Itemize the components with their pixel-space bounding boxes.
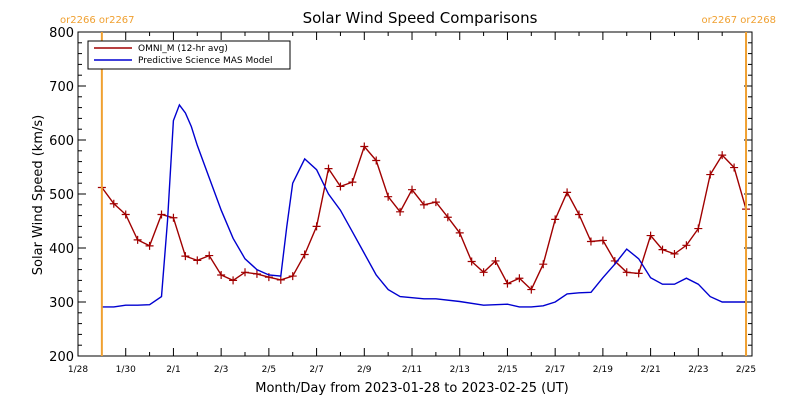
y-tick-label: 500 <box>49 188 74 203</box>
data-point <box>181 252 190 261</box>
data-point <box>670 249 679 258</box>
data-point <box>455 228 464 237</box>
x-tick-label: 2/5 <box>262 365 276 375</box>
data-point <box>658 245 667 254</box>
x-tick-label: 2/9 <box>357 365 372 375</box>
data-point <box>384 192 393 201</box>
data-point <box>372 156 381 165</box>
data-point <box>312 222 321 231</box>
data-point <box>109 199 118 208</box>
data-point <box>491 256 500 265</box>
data-point <box>324 164 333 173</box>
y-tick-label: 400 <box>49 242 74 257</box>
legend-label-mas: Predictive Science MAS Model <box>138 56 273 66</box>
data-point <box>169 213 178 222</box>
data-point <box>300 250 309 259</box>
y-tick-label: 600 <box>49 134 74 149</box>
data-point <box>443 213 452 222</box>
data-point <box>515 274 524 283</box>
x-axis-label: Month/Day from 2023-01-28 to 2023-02-25 … <box>255 381 568 396</box>
data-point <box>586 237 595 246</box>
legend: OMNI_M (12-hr avg) Predictive Science MA… <box>87 40 291 70</box>
x-tick-label: 2/3 <box>214 365 228 375</box>
data-point <box>145 241 154 250</box>
x-tick-label: 2/1 <box>166 365 180 375</box>
data-point <box>563 188 572 197</box>
rotation-markers: or2266 or2267 or2267 or2268 <box>60 15 776 356</box>
series-omni <box>97 142 751 294</box>
data-point <box>336 182 345 191</box>
x-tick-label: 2/21 <box>640 365 660 375</box>
axes: 200 300 400 500 600 700 800 1/28 1/30 2/1 2/3 2/5 2/… <box>49 26 756 375</box>
x-tick-label: 2/7 <box>309 365 323 375</box>
series-line <box>101 145 747 291</box>
x-tick-label: 2/15 <box>497 365 517 375</box>
legend-label-omni: OMNI_M (12-hr avg) <box>138 44 228 54</box>
data-point <box>288 272 297 281</box>
data-point <box>718 151 727 160</box>
data-point <box>133 235 142 244</box>
data-point <box>252 269 261 278</box>
x-tick-label: 2/11 <box>402 365 422 375</box>
data-point <box>157 210 166 219</box>
data-point <box>479 268 488 277</box>
data-point <box>348 178 357 187</box>
data-point <box>217 271 226 279</box>
data-point <box>730 163 739 172</box>
series-group <box>97 103 751 308</box>
chart-title: Solar Wind Speed Comparisons <box>303 9 538 27</box>
series-mas <box>101 103 746 308</box>
data-point <box>527 285 536 294</box>
data-point <box>431 198 440 207</box>
x-tick-label: 1/28 <box>68 365 88 375</box>
series-line <box>101 103 746 308</box>
legend-box <box>87 40 291 70</box>
data-point <box>360 142 369 151</box>
x-tick-label: 2/25 <box>736 365 756 375</box>
data-point <box>575 210 584 219</box>
data-point <box>646 231 655 240</box>
data-point <box>467 257 476 266</box>
x-tick-label: 2/13 <box>450 365 470 375</box>
data-point <box>634 269 643 278</box>
data-point <box>694 224 703 233</box>
data-point <box>193 256 202 265</box>
data-point <box>205 251 214 260</box>
data-point <box>229 276 238 285</box>
data-point <box>706 170 715 179</box>
y-tick-label: 800 <box>49 26 74 41</box>
data-point <box>121 210 130 219</box>
data-point <box>396 207 405 216</box>
data-point <box>241 268 250 277</box>
data-point <box>419 200 428 209</box>
y-tick-label: 300 <box>49 296 74 311</box>
y-tick-label: 700 <box>49 80 74 95</box>
rotation-marker-label: or2267 or2268 <box>701 15 776 26</box>
data-point <box>598 236 607 245</box>
x-tick-label: 2/23 <box>688 365 708 375</box>
data-point <box>682 241 691 250</box>
data-point <box>551 215 560 224</box>
rotation-marker-label: or2266 or2267 <box>60 15 135 26</box>
data-point <box>622 268 631 277</box>
x-tick-label: 1/30 <box>116 365 136 375</box>
x-tick-label: 2/17 <box>545 365 565 375</box>
y-tick-label: 200 <box>49 350 74 365</box>
data-point <box>503 279 512 288</box>
x-tick-label: 2/19 <box>593 365 613 375</box>
data-point <box>276 275 285 284</box>
data-point <box>539 260 548 269</box>
data-point <box>408 185 417 194</box>
y-axis-label: Solar Wind Speed (km/s) <box>31 115 46 275</box>
